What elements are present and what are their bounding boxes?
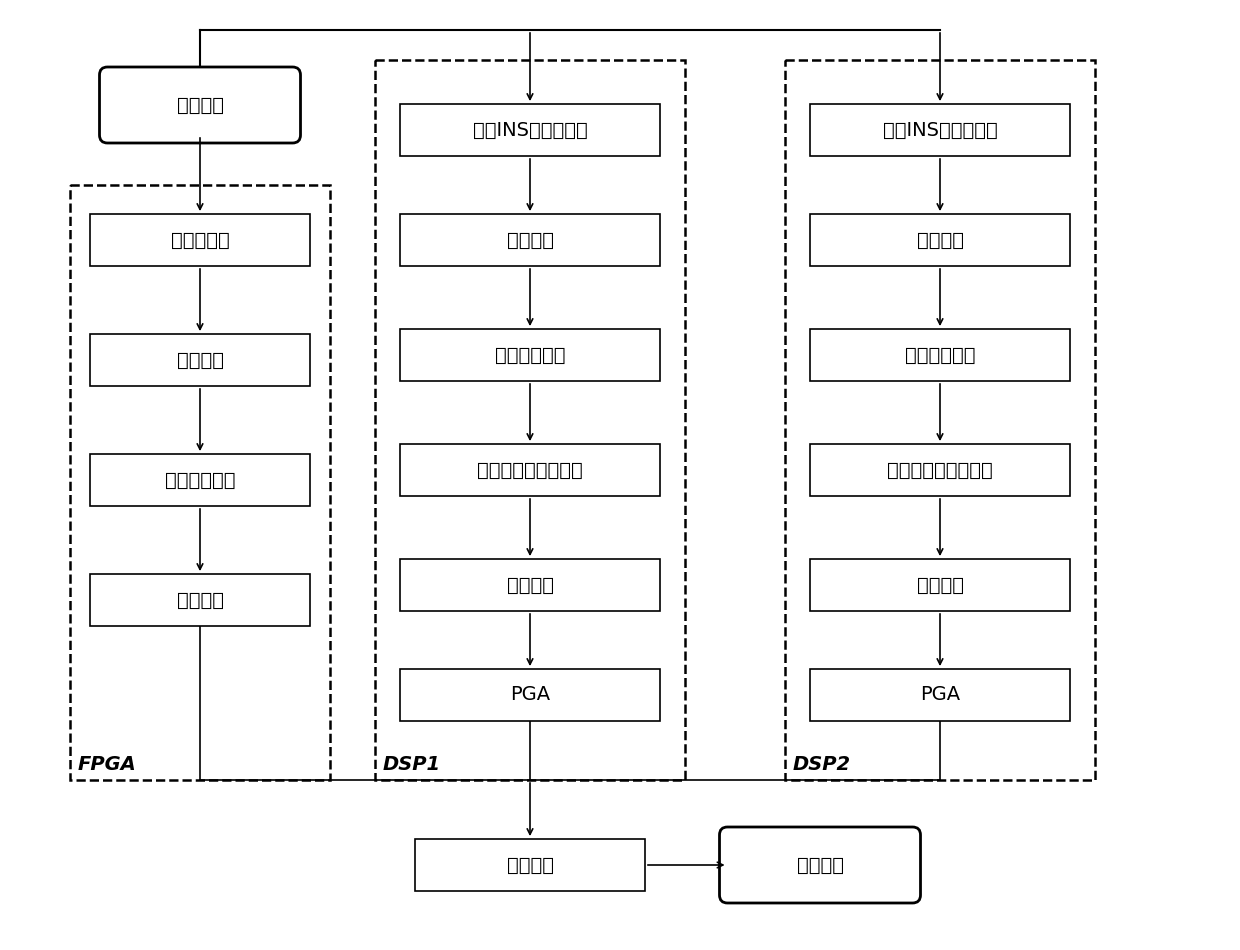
FancyBboxPatch shape [91,334,310,386]
Text: 基于INS的运动补偿: 基于INS的运动补偿 [472,121,588,140]
FancyBboxPatch shape [810,669,1070,721]
Text: PGA: PGA [920,686,960,705]
FancyBboxPatch shape [401,214,660,266]
Text: 方位压缩: 方位压缩 [506,576,553,595]
Text: 基于数据的运动补偿: 基于数据的运动补偿 [477,461,583,480]
Text: FPGA: FPGA [78,755,136,774]
FancyBboxPatch shape [99,67,300,143]
FancyBboxPatch shape [91,454,310,506]
Text: 矩阵转置: 矩阵转置 [506,231,553,250]
Text: DSP2: DSP2 [794,755,851,774]
Text: 基于INS的运动补偿: 基于INS的运动补偿 [883,121,997,140]
FancyBboxPatch shape [401,104,660,156]
FancyBboxPatch shape [810,214,1070,266]
FancyBboxPatch shape [91,574,310,626]
Text: 中频回波: 中频回波 [176,96,223,115]
Text: 成像结果: 成像结果 [796,856,843,875]
FancyBboxPatch shape [810,559,1070,611]
Text: 距离徙动校正: 距离徙动校正 [905,346,975,365]
FancyBboxPatch shape [401,444,660,496]
FancyBboxPatch shape [719,827,920,903]
FancyBboxPatch shape [401,559,660,611]
FancyBboxPatch shape [401,669,660,721]
FancyBboxPatch shape [401,329,660,381]
Text: 图像拼接: 图像拼接 [506,856,553,875]
FancyBboxPatch shape [810,444,1070,496]
Text: PGA: PGA [510,686,551,705]
FancyBboxPatch shape [810,329,1070,381]
Text: 数据分发: 数据分发 [176,591,223,610]
FancyBboxPatch shape [91,214,310,266]
Text: 方位向预滤波: 方位向预滤波 [165,470,236,489]
Text: 距离脉压: 距离脉压 [176,351,223,370]
Text: 距离徙动校正: 距离徙动校正 [495,346,565,365]
FancyBboxPatch shape [415,839,645,891]
Text: DSP1: DSP1 [383,755,441,774]
Text: 方位压缩: 方位压缩 [916,576,963,595]
Text: 矩阵转置: 矩阵转置 [916,231,963,250]
Text: 基于数据的运动补偿: 基于数据的运动补偿 [887,461,993,480]
FancyBboxPatch shape [810,104,1070,156]
Text: 数字下变频: 数字下变频 [171,231,229,250]
